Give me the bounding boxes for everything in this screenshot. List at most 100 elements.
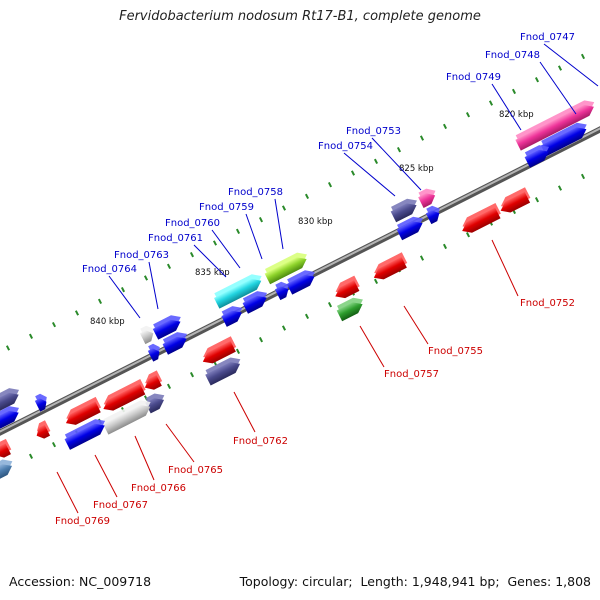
gene-fnod-0762-a: [202, 336, 237, 364]
scale-label-kbp: 830 kbp: [298, 217, 333, 227]
tick-mark: [281, 205, 287, 211]
gene-fnod-0756-r: [335, 275, 360, 299]
gene-body: [286, 274, 315, 295]
gene-body: [0, 464, 13, 480]
tick-mark: [350, 170, 356, 176]
gene-fnod-0771: [0, 406, 20, 429]
gene-fnod-0757: [336, 297, 363, 322]
accession-label: Accession:: [9, 574, 76, 589]
gene-fnod-0772: [0, 438, 12, 458]
gene-body: [425, 210, 440, 225]
gene-body: [221, 310, 242, 327]
scale-label-kbp: 835 kbp: [195, 268, 230, 278]
gene-fnod-0761: [221, 306, 243, 327]
tick-mark: [97, 298, 103, 304]
gene-fnod-0759-b: [286, 270, 315, 295]
gene-body: [102, 404, 151, 435]
scale-label-kbp: 820 kbp: [499, 110, 534, 120]
gene-body: [335, 280, 360, 299]
gene-fnod-0754: [390, 198, 417, 223]
gene-label-forward: Fnod_0753: [346, 126, 401, 137]
tick-mark: [373, 158, 379, 165]
map-title: Fervidobacterium nodosum Rt17-B1, comple…: [119, 9, 481, 24]
gene-fnod-0748: [540, 122, 587, 157]
gene-label-reverse: Fnod_0755: [428, 346, 483, 357]
tick-mark: [304, 313, 310, 320]
topology-value: circular: [302, 574, 349, 589]
label-leader-line: [148, 261, 159, 310]
tick-mark: [511, 88, 517, 95]
label-leader-line: [343, 152, 396, 197]
gene-body: [515, 105, 594, 151]
gene-fnod-0764-b: [147, 343, 160, 362]
tick-mark: [557, 185, 563, 191]
length-value: 1,948,941 bp: [411, 574, 496, 589]
tick-mark: [212, 240, 218, 246]
gene-fnod-0752: [462, 202, 501, 233]
tick-mark: [534, 197, 540, 203]
gene-fnod-0768: [34, 393, 47, 412]
gene-label-forward: Fnod_0764: [82, 264, 137, 275]
tick-mark: [488, 100, 494, 106]
gene-fnod-0767: [64, 419, 106, 450]
gene-body: [0, 443, 11, 458]
tick-mark: [373, 278, 379, 285]
tick-mark: [235, 348, 241, 355]
tick-mark: [580, 53, 586, 60]
tick-mark: [419, 255, 425, 261]
gene-label-reverse: Fnod_0752: [520, 298, 575, 309]
label-leader-line: [274, 198, 284, 250]
label-leader-line: [359, 325, 385, 368]
tick-mark: [281, 325, 287, 331]
gene-body: [373, 256, 407, 280]
genes-label: Genes:: [507, 574, 552, 589]
label-leader-line: [491, 239, 519, 297]
gene-body: [264, 257, 307, 285]
gene-label-forward: Fnod_0748: [485, 50, 540, 61]
tick-mark: [465, 112, 471, 118]
tick-mark: [304, 193, 310, 200]
gene-fnod-0756: [425, 205, 440, 225]
label-leader-line: [371, 137, 422, 191]
gene-body: [540, 127, 587, 157]
gene-label-forward: Fnod_0754: [318, 141, 373, 152]
tick-line-upper: [5, 53, 586, 351]
gene-label-forward: Fnod_0758: [228, 187, 283, 198]
label-leader-line: [245, 213, 263, 260]
gene-body: [462, 207, 501, 233]
label-leader-line: [539, 61, 577, 115]
label-leader-line: [491, 83, 522, 131]
tick-mark: [557, 65, 563, 71]
tick-mark: [465, 232, 471, 238]
gene-fnod-0763-b: [162, 332, 188, 355]
gene-label-reverse: Fnod_0769: [55, 516, 110, 527]
tick-mark: [166, 263, 172, 269]
tick-mark: [258, 216, 264, 223]
gene-body: [0, 410, 19, 429]
label-leader-line: [211, 229, 241, 269]
gene-body: [418, 193, 436, 208]
accession-info: Accession: NC_009718: [9, 574, 151, 589]
scale-label-kbp: 840 kbp: [90, 317, 125, 327]
gene-body: [242, 295, 267, 314]
label-leader-line: [193, 244, 227, 278]
gene-label-forward: Fnod_0763: [114, 250, 169, 261]
gene-fnod-0760: [213, 274, 262, 309]
gene-fnod-0758: [264, 252, 307, 285]
tick-mark: [580, 173, 586, 180]
gene-label-forward: Fnod_0749: [446, 72, 501, 83]
gene-body: [36, 424, 51, 439]
gene-label-forward: Fnod_0759: [199, 202, 254, 213]
gene-body: [524, 149, 549, 168]
label-leader-line: [165, 423, 195, 463]
tick-mark: [28, 333, 34, 339]
gene-fnod-0759: [242, 291, 268, 314]
tick-mark: [442, 243, 448, 250]
tick-mark: [51, 441, 57, 448]
gene-label-reverse: Fnod_0762: [233, 436, 288, 447]
gene-label-forward: Fnod_0761: [148, 233, 203, 244]
label-leader-line: [134, 435, 155, 481]
genes-value: 1,808: [555, 574, 591, 589]
gene-fnod-0762: [205, 357, 241, 386]
gene-fnod-0767-a: [65, 396, 102, 425]
